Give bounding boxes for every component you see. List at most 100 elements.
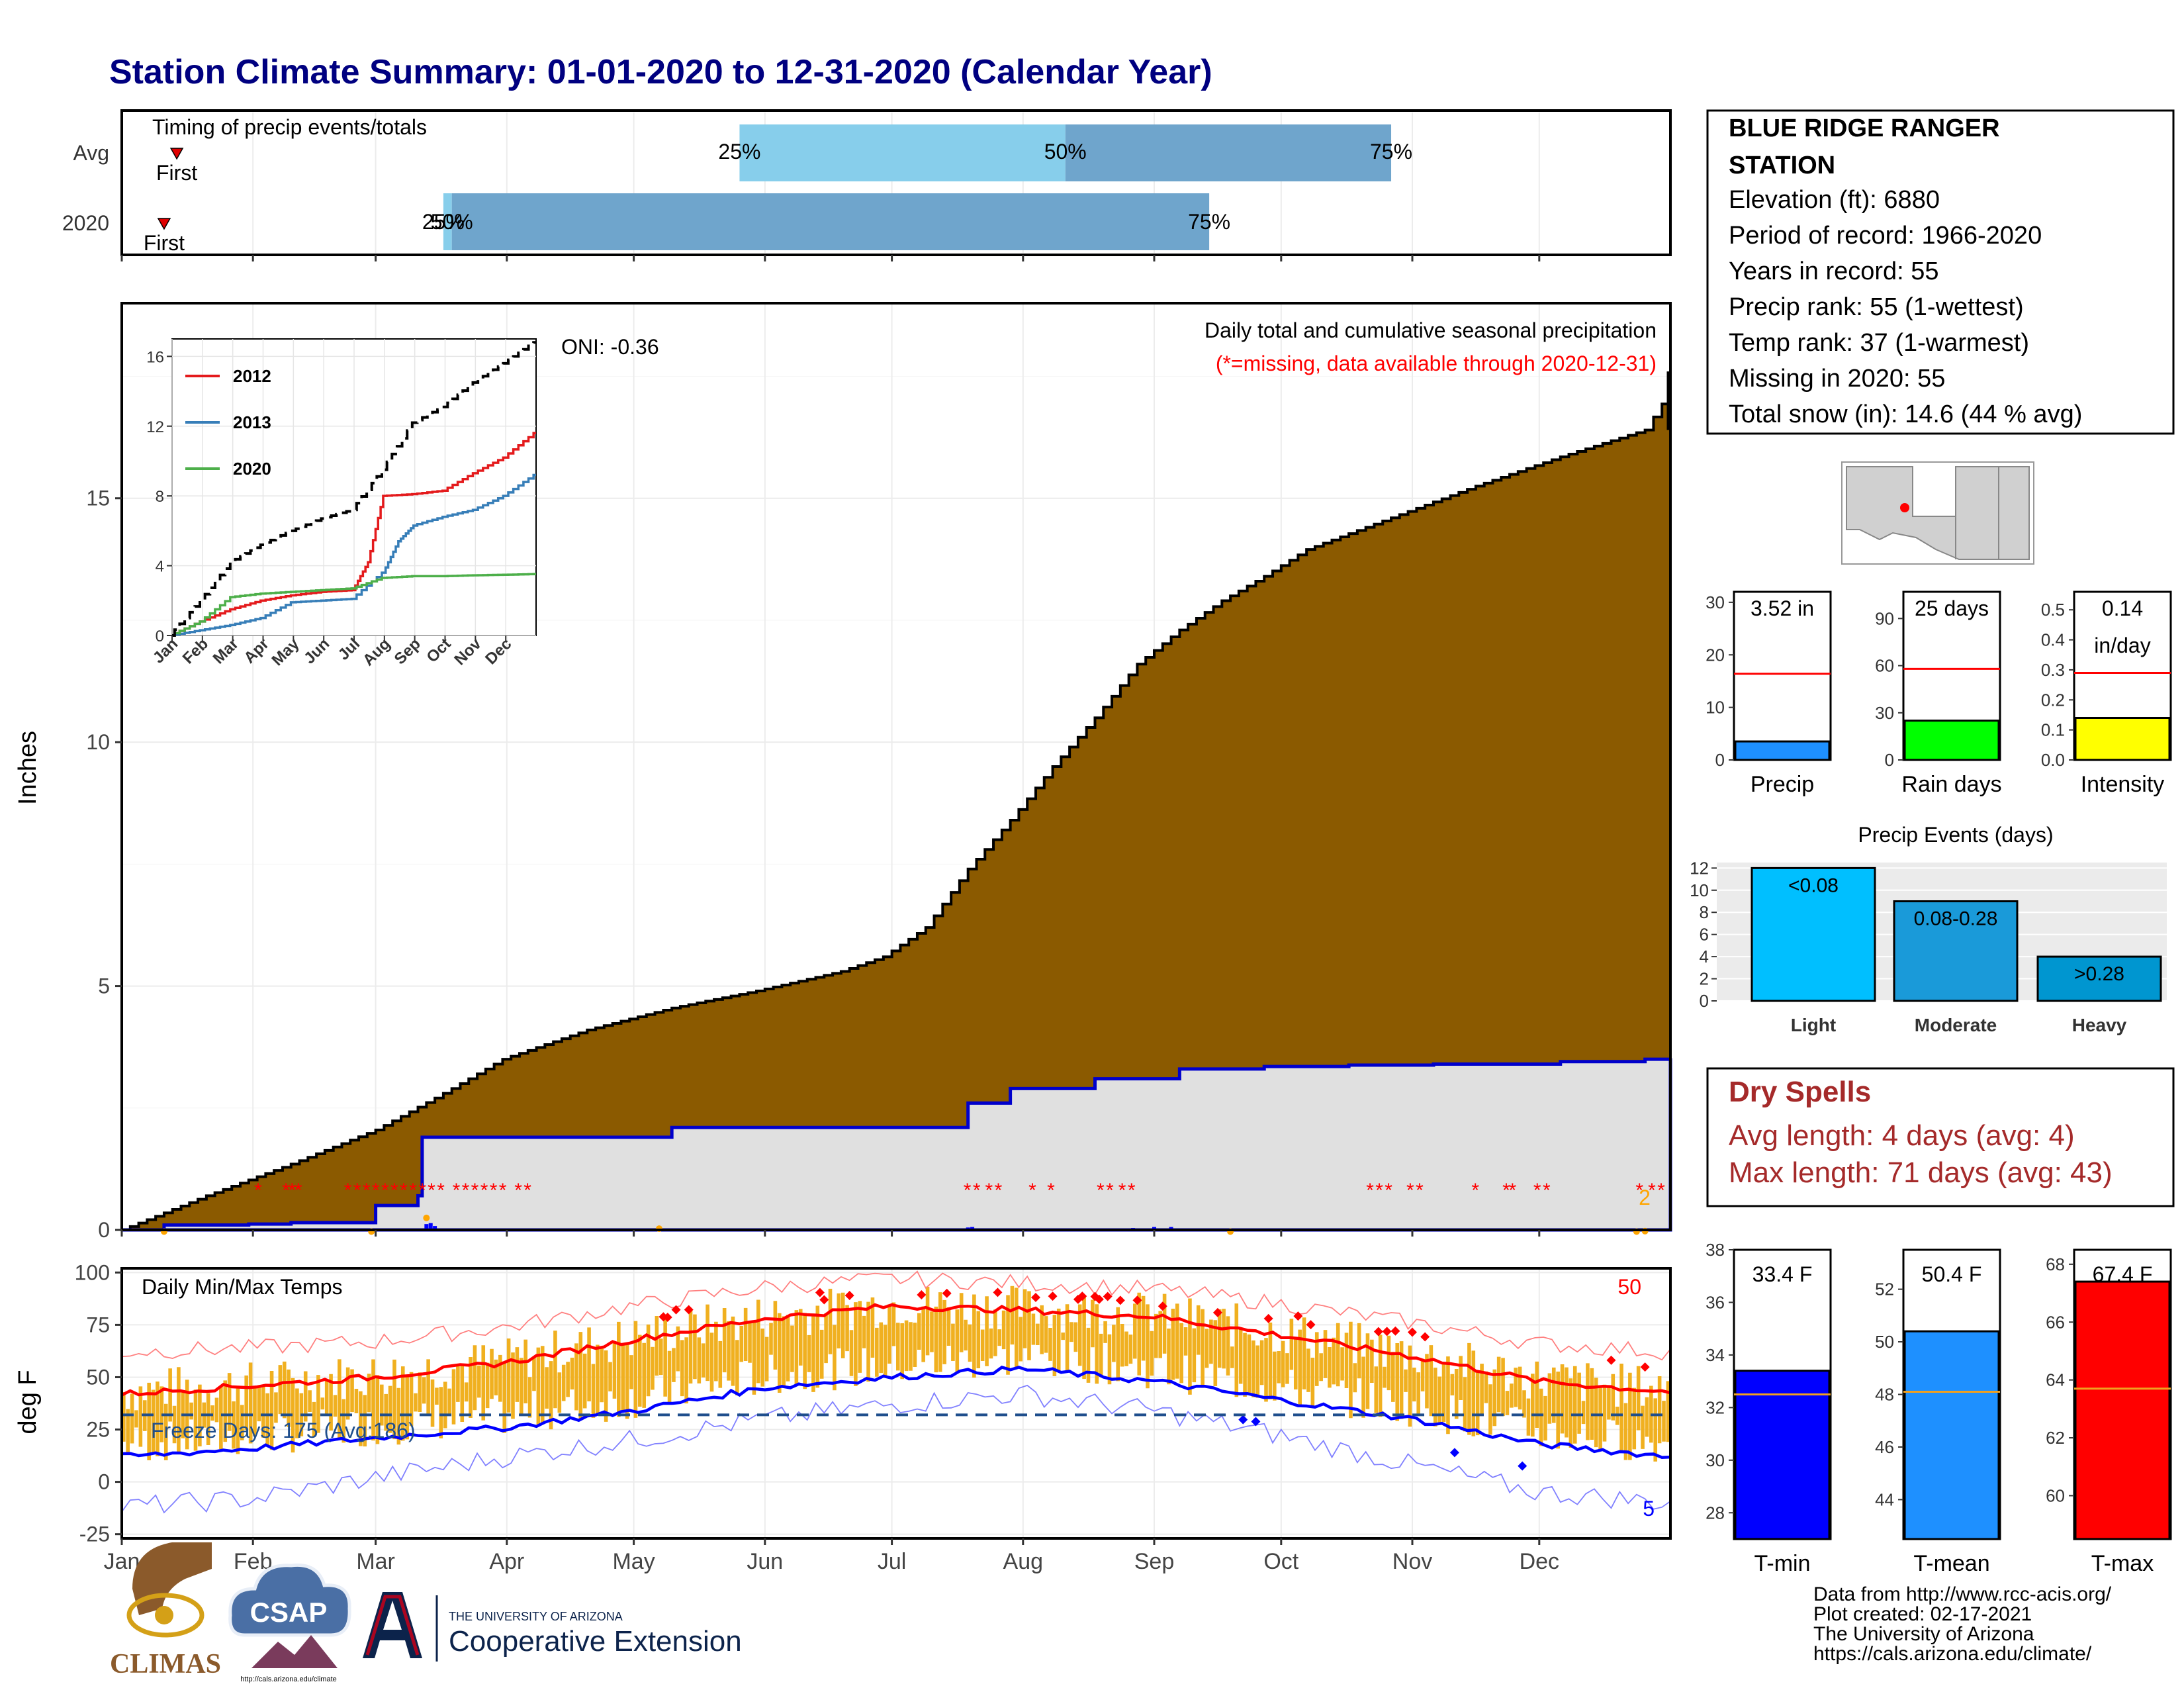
missing-day-marker: * [453, 1180, 461, 1201]
intensity-ytick-label: 0.5 [2041, 600, 2065, 620]
rain_days-ytick-label: 60 [1875, 656, 1894, 676]
dry-spells-max: Max length: 71 days (avg: 43) [1729, 1156, 2113, 1189]
csap-url: http://cals.arizona.edu/climate [240, 1675, 337, 1683]
tmin-bar [1734, 1370, 1831, 1540]
timing-right-mask [1672, 106, 1711, 258]
events-category-label: Heavy [2072, 1015, 2127, 1035]
tmax-ytick-label: 66 [2046, 1312, 2065, 1332]
inset-ytick-label: 4 [156, 558, 164, 576]
station-name-line1: BLUE RIDGE RANGER [1729, 115, 2000, 142]
missing-day-marker: * [1502, 1180, 1510, 1201]
footer-line-2: Plot created: 02-17-2021 [1813, 1603, 2032, 1625]
precip-y-axis-label: Inches [14, 731, 42, 805]
record-high-marker [1408, 1327, 1417, 1337]
events-category-label: Light [1791, 1015, 1836, 1035]
climas-logo-text: CLIMAS [110, 1649, 221, 1679]
events-ytick-label: 2 [1700, 969, 1709, 989]
daily-precip-bar [1169, 1227, 1173, 1230]
record-low-marker [1449, 1448, 1459, 1458]
daily-temp-range-bars [122, 1286, 1670, 1462]
dry-spells-avg: Avg length: 4 days (avg: 4) [1729, 1119, 2075, 1152]
month-tick-label: Dec [1520, 1549, 1559, 1574]
month-tick-label: Nov [1392, 1549, 1432, 1574]
tmin-ytick-label: 36 [1706, 1292, 1725, 1312]
intensity-label: Intensity [2081, 772, 2165, 797]
daily-precip-bar [1152, 1227, 1156, 1230]
missing-day-marker: * [1375, 1180, 1383, 1201]
events-bar-heavy [2036, 955, 2162, 1002]
events-ytick-label: 8 [1700, 902, 1709, 922]
missing-day-marker: * [428, 1180, 435, 1201]
missing-day-marker: * [462, 1180, 470, 1201]
missing-day-marker: * [1508, 1180, 1516, 1201]
tmin-label: T-min [1754, 1551, 1811, 1576]
record-high-marker [942, 1288, 952, 1298]
missing-day-marker: * [363, 1180, 371, 1201]
timing-p75-label: 75% [1370, 140, 1412, 164]
missing-day-marker: * [418, 1180, 426, 1201]
precip-panel: * *** * * * * * * * * * * * * * * * * * * * * * * * * * * * * * * * * * * * *… [14, 302, 1672, 1242]
tmean-ytick-label: 48 [1875, 1385, 1894, 1405]
inset-ytick-label: 16 [146, 348, 164, 366]
intensity-bar [2074, 717, 2171, 761]
tmax-ytick-label: 62 [2046, 1428, 2065, 1448]
inset-legend-label: 2012 [233, 366, 271, 386]
missing-day-marker: * [964, 1180, 972, 1201]
timing-p50-label: 50% [1044, 140, 1087, 164]
events-ytick-label: 0 [1700, 991, 1709, 1011]
timing-first-label: First [144, 231, 185, 255]
timing-row-label-2020: 2020 [62, 211, 109, 235]
record-high-marker [684, 1305, 694, 1315]
station-location-dot [1900, 503, 1909, 512]
month-tick-label: Jul [878, 1549, 906, 1574]
missing-day-marker: * [1543, 1180, 1551, 1201]
record-high-marker [1103, 1291, 1113, 1301]
record-high-marker [1132, 1295, 1142, 1305]
missing-day-marker: * [514, 1180, 522, 1201]
record-high-marker [1606, 1355, 1616, 1365]
tmax-ytick-label: 60 [2046, 1485, 2065, 1505]
ua-logo: THE UNIVERSITY OF ARIZONA Cooperative Ex… [363, 1592, 742, 1662]
footer-line-3: The University of Arizona [1813, 1623, 2034, 1645]
temp-ytick-label: -25 [79, 1523, 110, 1546]
record-high-marker [1293, 1311, 1303, 1321]
daily-precip-bar [433, 1226, 437, 1230]
inset-ytick-label: 8 [156, 488, 164, 506]
precip-bar [1734, 740, 1831, 761]
station-precip-rank: Precip rank: 55 (1-wettest) [1729, 293, 2024, 321]
csap-mountain-icon [251, 1635, 338, 1668]
record-low-marker [1518, 1461, 1527, 1471]
precip-panel-frame [120, 302, 1672, 1231]
temp-panel-frame [120, 1267, 1672, 1540]
tmax-value-label: 67.4 F [2093, 1262, 2153, 1286]
record-high-marker [815, 1288, 825, 1297]
summary-mini-bars: 3.52 in 0 10 20 30 Precip 25 days 0 30 60 90 Rain d… [1706, 590, 2172, 797]
timing-2020-bar-25-50 [443, 193, 452, 250]
timing-p75-label: 75% [1188, 210, 1230, 234]
daily-precip-bar [428, 1223, 433, 1230]
timing-2020-bar-50-75 [451, 193, 1210, 250]
month-tick-label: Jun [747, 1549, 783, 1574]
missing-day-marker: * [254, 1180, 262, 1201]
rain_days-ytick-label: 0 [1885, 750, 1894, 770]
temp-ytick-label: 50 [86, 1365, 110, 1389]
freeze-days: Freeze Days: 175 (Avg:186) [151, 1419, 416, 1442]
missing-day-marker: * [995, 1180, 1003, 1201]
record-high-count: 50 [1617, 1275, 1641, 1299]
missing-day-marker: * [523, 1180, 531, 1201]
record-high-marker [1077, 1291, 1087, 1301]
footer-line-1: Data from http://www.rcc-acis.org/ [1813, 1583, 2112, 1605]
month-tick-label: Sep [1134, 1549, 1175, 1574]
tmean-ytick-label: 50 [1875, 1332, 1894, 1352]
month-tick-label: May [612, 1549, 655, 1574]
missing-day-marker: * [490, 1180, 498, 1201]
intensity-ytick-label: 0.2 [2041, 690, 2065, 710]
dry-spells-frame [1706, 1067, 2175, 1207]
events-ytick-label: 12 [1690, 858, 1709, 878]
precip-ytick-label: 0 [98, 1218, 110, 1242]
cumulative-precip-2020-area [122, 1057, 1672, 1232]
timing-p25-label: 25% [718, 140, 760, 164]
normal-max-line [120, 1303, 1671, 1397]
events-bar-label: >0.28 [2074, 963, 2124, 985]
